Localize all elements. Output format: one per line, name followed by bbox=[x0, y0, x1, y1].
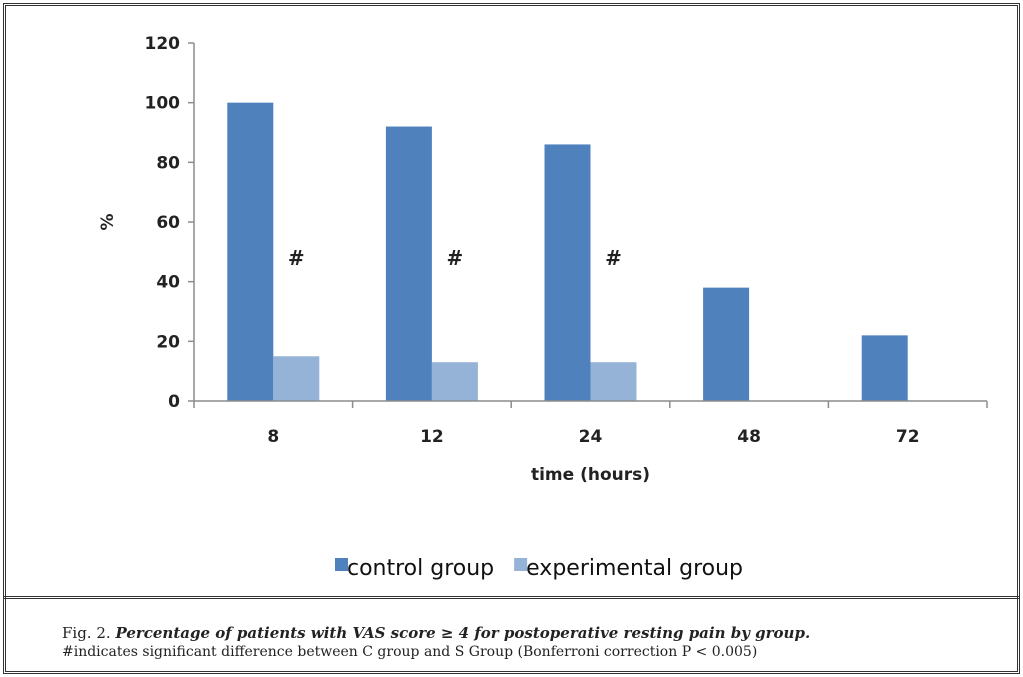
y-tick-label: 80 bbox=[156, 153, 180, 173]
bar-control-group-8 bbox=[227, 102, 274, 402]
x-tick-label: 8 bbox=[267, 427, 279, 447]
legend: control group experimental group bbox=[335, 556, 743, 581]
y-tick-label: 100 bbox=[145, 94, 181, 114]
bar-control-group-12 bbox=[385, 126, 432, 402]
x-axis-ticks: 8 12 24 48 72 bbox=[193, 401, 988, 447]
significance-marker: # bbox=[447, 246, 464, 270]
legend-swatch-experimental-group bbox=[514, 558, 528, 571]
legend-label-control-group: control group bbox=[347, 556, 494, 581]
y-tick-label: 120 bbox=[145, 34, 181, 54]
bar-experimental-group-8 bbox=[273, 356, 320, 401]
figure-frame bbox=[3, 3, 1020, 674]
y-tick-label: 40 bbox=[156, 273, 180, 293]
x-tick-label: 12 bbox=[420, 427, 444, 447]
bar-experimental-group-12 bbox=[431, 362, 478, 401]
y-axis-ticks: 0 20 40 60 80 100 120 bbox=[145, 34, 194, 412]
y-tick-label: 0 bbox=[168, 392, 180, 412]
legend-label-experimental-group: experimental group bbox=[526, 556, 743, 581]
x-tick-label: 48 bbox=[737, 427, 761, 447]
caption-note: #indicates significant difference betwee… bbox=[62, 644, 758, 660]
y-axis-title: % bbox=[98, 213, 118, 230]
significance-marker: # bbox=[605, 246, 622, 270]
y-tick-label: 60 bbox=[156, 213, 180, 233]
significance-marker: # bbox=[288, 246, 305, 270]
y-tick-label: 20 bbox=[156, 332, 180, 352]
bar-experimental-group-24 bbox=[590, 362, 637, 401]
caption-title: Percentage of patients with VAS score ≥ … bbox=[115, 624, 811, 642]
x-tick-label: 72 bbox=[896, 427, 920, 447]
bar-control-group-48 bbox=[703, 287, 750, 401]
caption-divider bbox=[3, 596, 1020, 599]
bar-chart: 0 20 40 60 80 100 120 8 12 24 48 72 # # # % time (ho… bbox=[98, 34, 988, 581]
legend-swatch-control-group bbox=[335, 558, 348, 571]
x-axis-title: time (hours) bbox=[531, 465, 650, 485]
bar-control-group-24 bbox=[544, 144, 591, 401]
bar-control-group-72 bbox=[861, 335, 908, 401]
figure-caption: Fig. 2. Percentage of patients with VAS … bbox=[62, 624, 1012, 662]
caption-label: Fig. 2. bbox=[62, 624, 111, 642]
significance-markers: # # # bbox=[288, 246, 622, 270]
bars bbox=[227, 102, 908, 402]
x-tick-label: 24 bbox=[579, 427, 603, 447]
